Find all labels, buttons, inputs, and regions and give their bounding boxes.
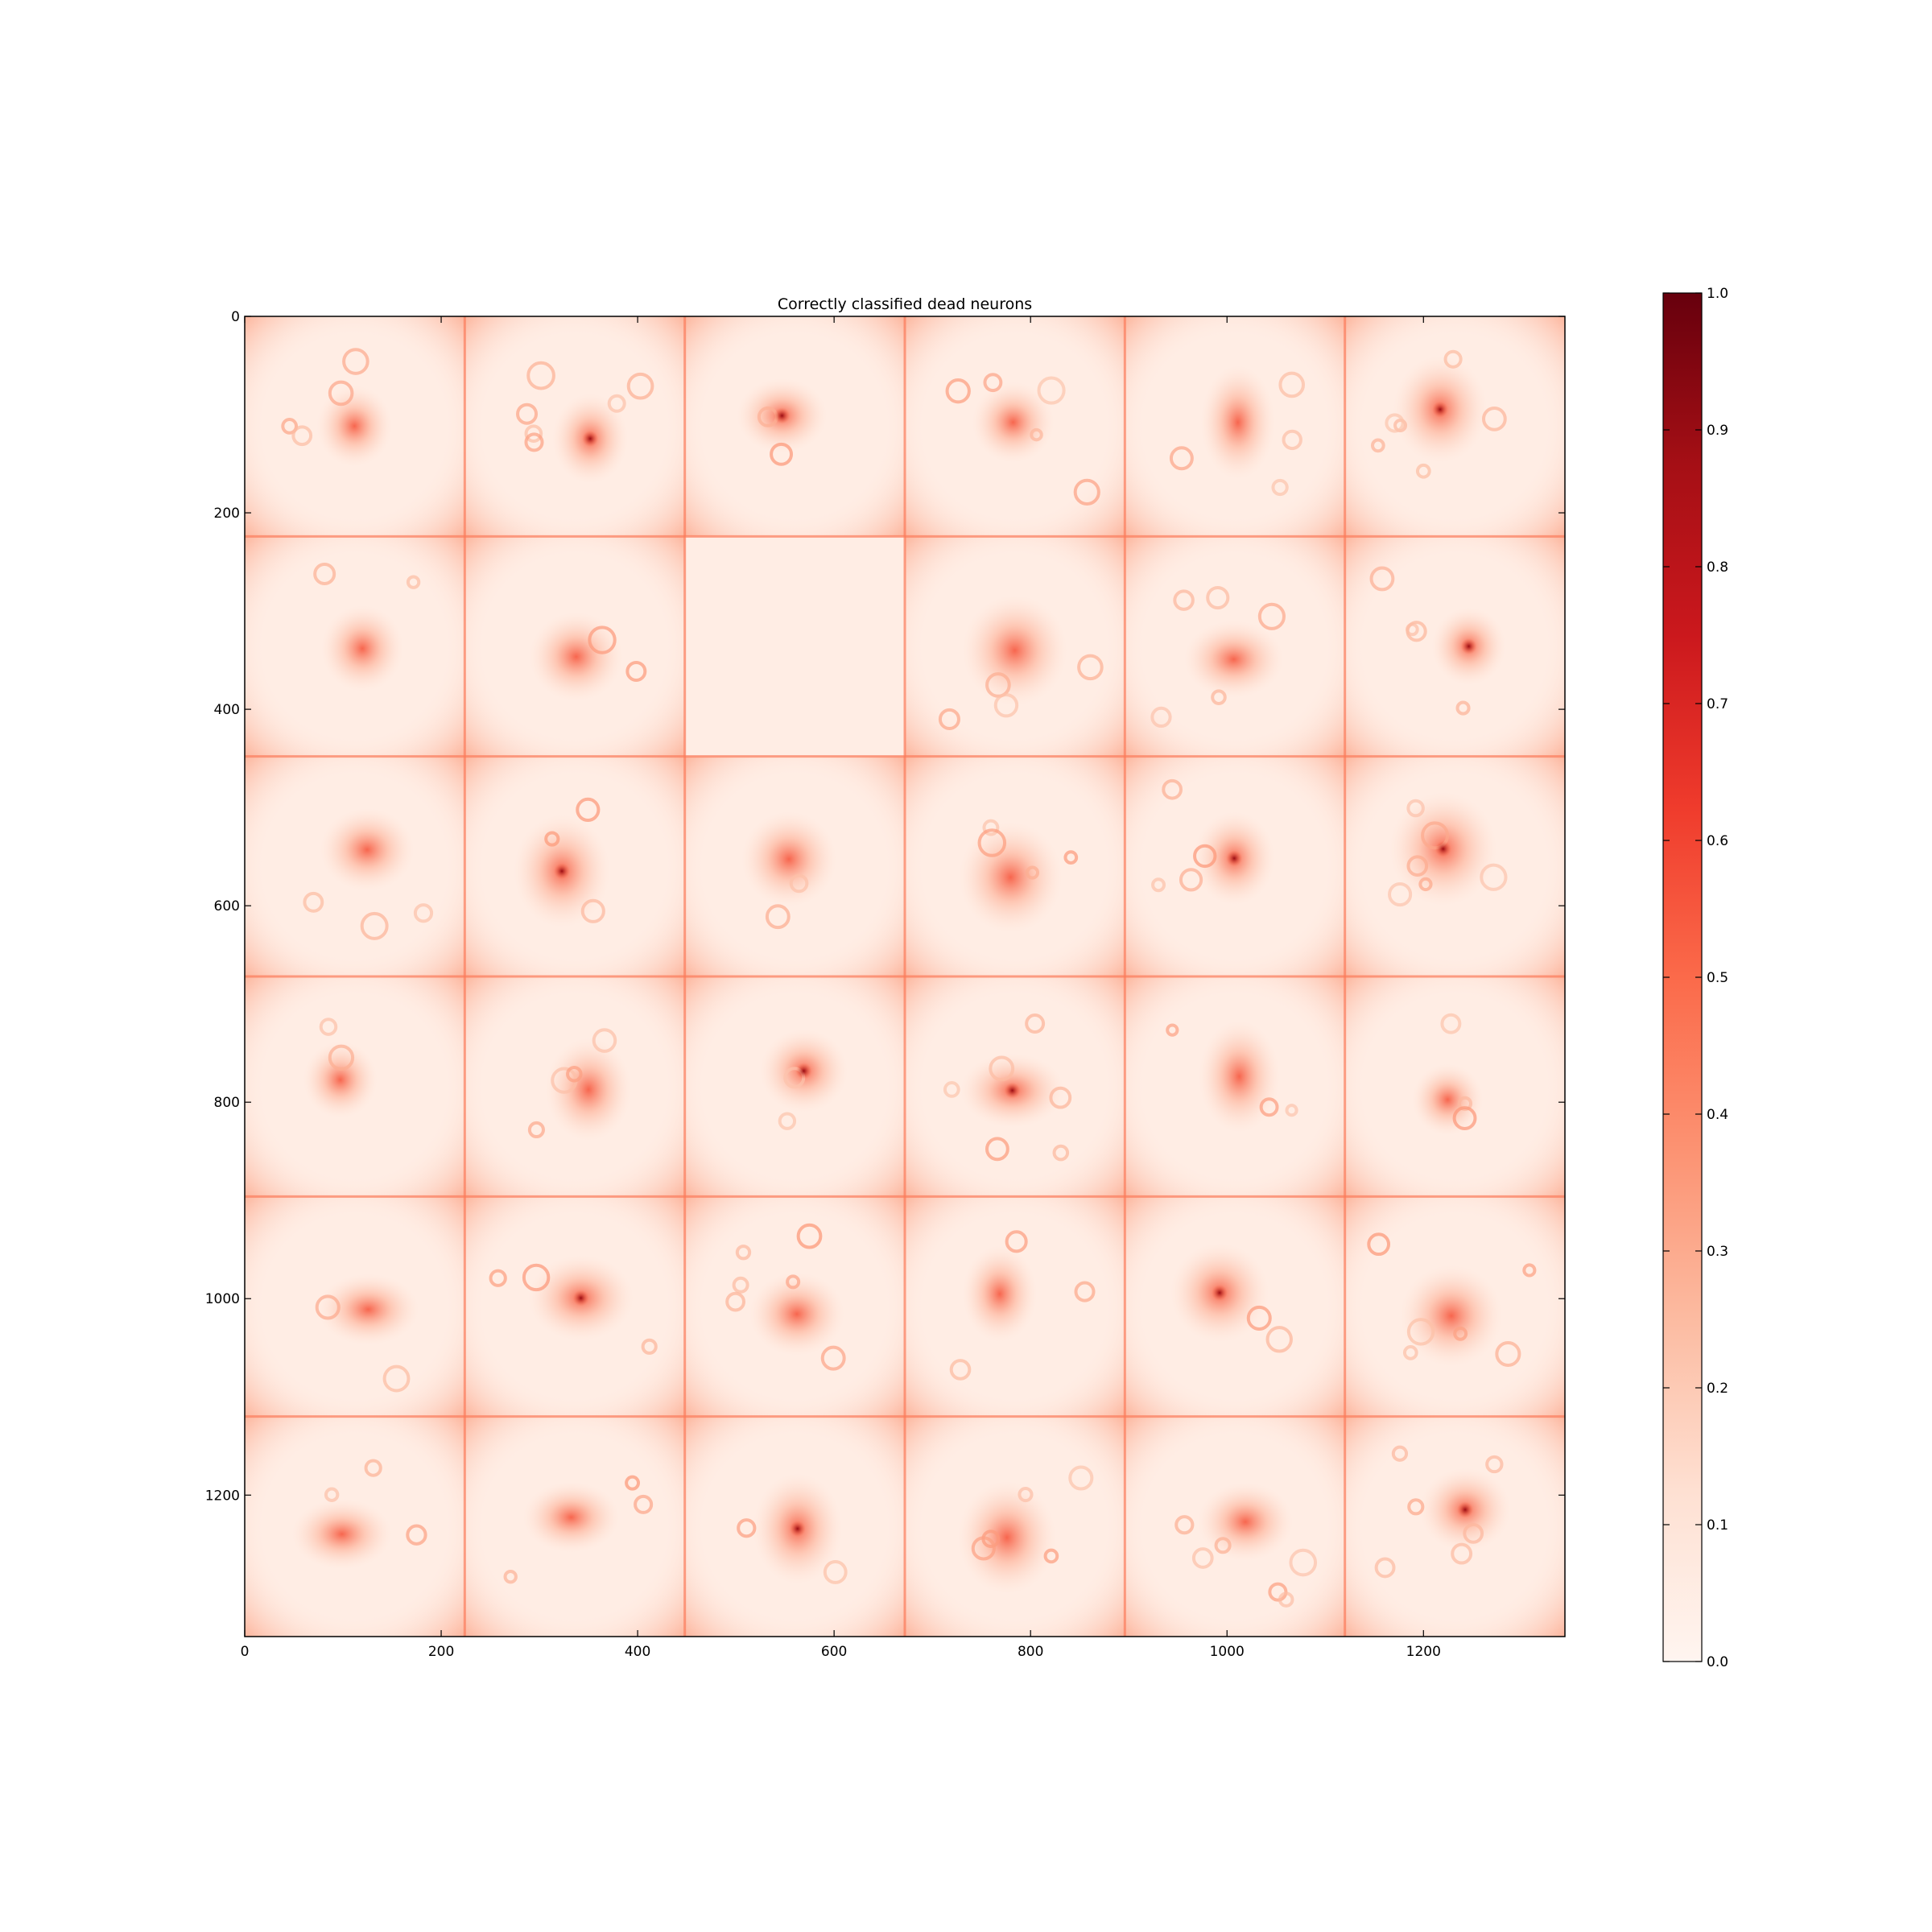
y-tick-label: 0 — [231, 309, 240, 325]
y-tick-label: 400 — [214, 702, 240, 718]
heatmap-tile-0-4 — [1125, 316, 1345, 537]
heatmap-tile-2-3 — [905, 756, 1125, 976]
heatmap-tile-0-3 — [905, 316, 1125, 537]
y-tick-label: 1000 — [205, 1291, 240, 1307]
y-tick-label: 200 — [214, 506, 240, 522]
colorbar-tick-label: 0.5 — [1707, 970, 1728, 986]
x-tick-label: 400 — [625, 1644, 650, 1660]
heatmap-tile-4-5 — [1344, 1196, 1565, 1417]
heatmap-tile-1-1 — [464, 536, 685, 757]
heatmap-tile-4-4 — [1125, 1196, 1345, 1417]
colorbar-tick-label: 0.2 — [1707, 1381, 1728, 1397]
heatmap-tile-4-3 — [905, 1196, 1125, 1417]
x-tick-label: 1000 — [1210, 1644, 1245, 1660]
heatmap-tile-4-1 — [464, 1196, 685, 1417]
heatmap-tile-3-1 — [464, 976, 685, 1197]
heatmap-tile-4-2 — [684, 1196, 905, 1417]
heatmap-tile-3-2 — [684, 976, 905, 1197]
x-tick-label: 200 — [428, 1644, 454, 1660]
heatmap-tile-1-2 — [684, 536, 905, 757]
y-tick-label: 1200 — [205, 1488, 240, 1504]
heatmap-tile-3-5 — [1344, 976, 1565, 1197]
heatmap-tile-2-0 — [245, 756, 465, 976]
heatmap-tile-3-4 — [1125, 976, 1345, 1197]
heatmap-tile-4-0 — [245, 1196, 465, 1417]
heatmap-tile-2-4 — [1125, 756, 1345, 976]
colorbar-tick-label: 0.1 — [1707, 1517, 1728, 1534]
heatmap-tile-5-1 — [464, 1416, 685, 1637]
heatmap-tile-0-5 — [1344, 316, 1565, 537]
heatmap-tile-0-0 — [245, 316, 465, 537]
heatmap-tile-0-1 — [464, 316, 685, 537]
y-axis: 0 200 400 600 800 1000 1200 — [205, 309, 1565, 1504]
heatmap-tile-2-5 — [1344, 756, 1565, 976]
colorbar-tick-label: 0.0 — [1707, 1654, 1728, 1670]
chart-title: Correctly classified dead neurons — [778, 295, 1032, 313]
heatmap-tile-1-4 — [1125, 536, 1345, 757]
heatmap-tile-2-1 — [464, 756, 685, 976]
colorbar-tick-label: 0.8 — [1707, 559, 1728, 576]
heatmap-tile-3-0 — [245, 976, 465, 1197]
heatmap-tile-2-2 — [684, 756, 905, 976]
heatmap-tile-1-3 — [905, 536, 1125, 757]
colorbar-tick-label: 0.3 — [1707, 1244, 1728, 1260]
x-tick-label: 1200 — [1406, 1644, 1441, 1660]
y-tick-label: 600 — [214, 898, 240, 914]
heatmap-tile-0-2 — [684, 316, 905, 537]
x-tick-label: 600 — [821, 1644, 847, 1660]
colorbar-tick-label: 0.9 — [1707, 423, 1728, 439]
heatmap-tile-1-5 — [1344, 536, 1565, 757]
colorbar-tick-label: 0.7 — [1707, 696, 1728, 712]
heatmap-tile-5-4 — [1125, 1416, 1345, 1637]
plot-frame — [244, 316, 1566, 1637]
x-axis: 0 200 400 600 800 1000 1200 — [241, 316, 1441, 1660]
colorbar-tick-label: 0.6 — [1707, 833, 1728, 849]
heatmap-tile-3-3 — [905, 976, 1125, 1197]
y-tick-label: 800 — [214, 1095, 240, 1111]
heatmap-tile-5-0 — [245, 1416, 465, 1637]
heatmap-tile-5-3 — [905, 1416, 1125, 1637]
colorbar-tick-label: 1.0 — [1707, 286, 1728, 302]
colorbar: 0.0 0.1 0.2 0.3 0.4 0.5 0.6 0.7 0.8 0.9 1.0 — [1662, 286, 1728, 1670]
x-tick-label: 0 — [241, 1644, 250, 1660]
heatmap-image — [245, 316, 1565, 1637]
heatmap-tile-1-0 — [245, 536, 465, 757]
heatmap-tile-5-2 — [684, 1416, 905, 1637]
colorbar-tick-label: 0.4 — [1707, 1107, 1728, 1123]
heatmap-tile-5-5 — [1344, 1416, 1565, 1637]
x-tick-label: 800 — [1018, 1644, 1043, 1660]
